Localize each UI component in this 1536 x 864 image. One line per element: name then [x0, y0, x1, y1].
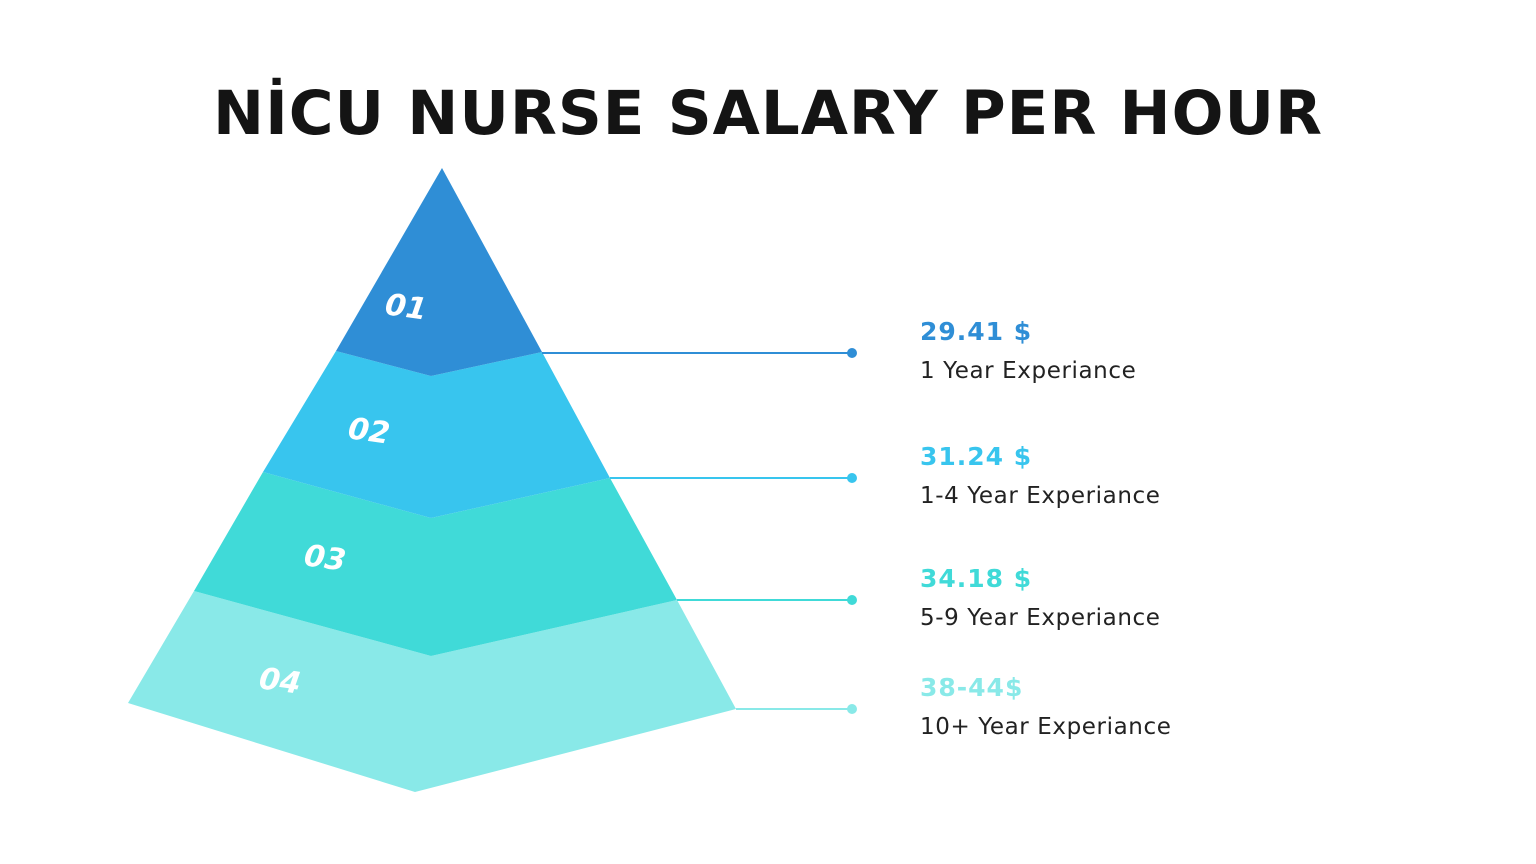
experience-label: 1 Year Experiance — [920, 358, 1137, 384]
salary-price: 31.24 $ — [920, 442, 1033, 471]
experience-label: 10+ Year Experiance — [920, 714, 1172, 740]
tier-number-2: 02 — [346, 411, 392, 451]
pyramid-tier-3 — [194, 472, 677, 656]
page-title: NİCU NURSE SALARY PER HOUR — [213, 78, 1323, 149]
experience-label: 5-9 Year Experiance — [920, 605, 1161, 631]
salary-entry-4: 38-44$ 10+ Year Experiance — [920, 673, 1171, 743]
connector-3 — [677, 595, 857, 605]
connector-1 — [542, 348, 857, 358]
pyramid-tier-1 — [336, 168, 542, 376]
connector-2 — [610, 473, 857, 483]
connector-4 — [736, 704, 857, 714]
salary-entry-3: 34.18 $ 5-9 Year Experiance — [920, 564, 1161, 634]
salary-price: 29.41 $ — [920, 317, 1033, 346]
pyramid-tier-2 — [263, 351, 610, 518]
tier-number-4: 04 — [257, 661, 303, 701]
salary-price: 38-44$ — [920, 673, 1024, 702]
salary-entry-1: 29.41 $ 1 Year Experiance — [920, 317, 1136, 387]
salary-entry-2: 31.24 $ 1-4 Year Experiance — [920, 442, 1161, 512]
tier-number-1: 01 — [383, 287, 429, 327]
experience-label: 1-4 Year Experiance — [920, 483, 1161, 509]
tier-number-3: 03 — [302, 538, 348, 578]
pyramid-tier-4 — [128, 591, 736, 792]
salary-price: 34.18 $ — [920, 564, 1033, 593]
